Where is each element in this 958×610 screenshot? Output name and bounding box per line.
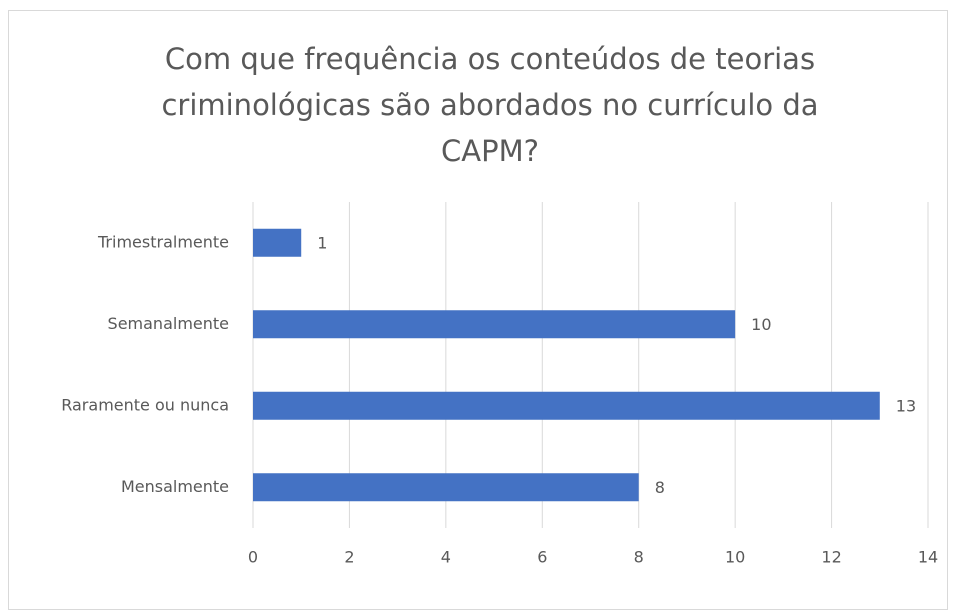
chart: Com que frequência os conteúdos de teori… xyxy=(8,10,948,610)
plot: 0 2 4 6 8 10 12 14 Trimestralmente 1 Semanalmente 1… xyxy=(61,202,938,567)
x-tick-label: 4 xyxy=(441,548,451,567)
data-label: 8 xyxy=(655,478,665,497)
x-tick-label: 12 xyxy=(821,548,841,567)
bar xyxy=(253,228,302,257)
y-tick-label: Mensalmente xyxy=(121,477,229,496)
x-tick-label: 6 xyxy=(537,548,547,567)
bar xyxy=(253,473,639,502)
data-label: 13 xyxy=(896,396,916,415)
y-tick-label: Trimestralmente xyxy=(97,232,229,251)
bar xyxy=(253,310,736,339)
y-tick-label: Raramente ou nunca xyxy=(61,395,229,414)
x-tick-label: 8 xyxy=(634,548,644,567)
data-label: 1 xyxy=(317,233,327,252)
chart-title: Com que frequência os conteúdos de teori… xyxy=(161,42,819,168)
x-tick-label: 14 xyxy=(918,548,938,567)
x-tick-label: 0 xyxy=(248,548,258,567)
x-tick-label: 10 xyxy=(725,548,745,567)
y-tick-label: Semanalmente xyxy=(108,314,229,333)
data-label: 10 xyxy=(751,315,771,334)
x-tick-label: 2 xyxy=(344,548,354,567)
bar xyxy=(253,391,880,420)
